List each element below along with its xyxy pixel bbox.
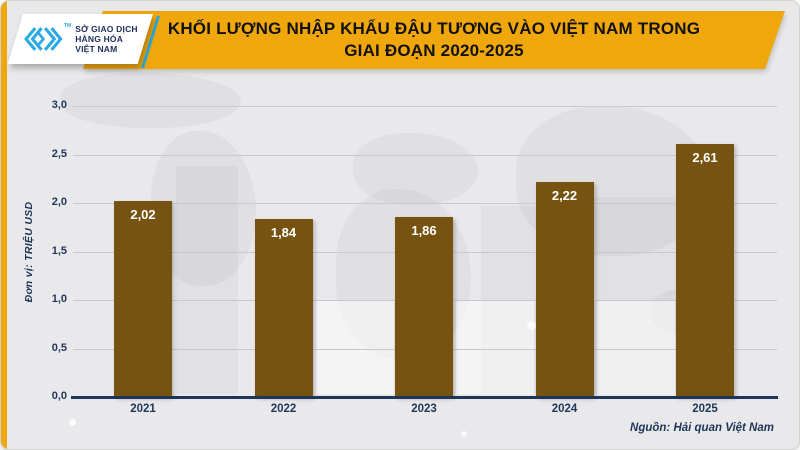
ghost-column-watermark: [597, 301, 675, 394]
bar-2025: 2,61: [676, 143, 734, 397]
bar-2022: 1,84: [254, 218, 313, 397]
y-tick-label: 2,0: [51, 196, 67, 208]
left-accent-strip: [1, 1, 7, 449]
bar-2024: 2,22: [535, 181, 594, 397]
x-tick-label-2025: 2025: [692, 403, 718, 415]
source-credit: Nguồn: Hải quan Việt Nam: [630, 422, 774, 434]
ghost-column-watermark: [316, 301, 394, 394]
bar-2023: 1,86: [395, 216, 453, 397]
gridline: [73, 154, 777, 156]
x-tick-label-2023: 2023: [411, 403, 437, 415]
x-tick-label-2024: 2024: [551, 403, 578, 415]
y-tick-label: 3,0: [51, 99, 67, 111]
gridline: [73, 203, 777, 204]
bar-value-label: 1,84: [270, 224, 297, 240]
mxv-logo-text: SỞ GIAO DỊCH HÀNG HÓA VIỆT NAM: [75, 23, 138, 54]
ghost-column-watermark: [456, 301, 534, 394]
bar-value-label: 2,22: [551, 187, 578, 203]
y-tick-label: 2,5: [51, 147, 67, 160]
x-axis-line: [71, 396, 778, 399]
ghost-bar-watermark: [589, 197, 681, 394]
y-tick-label: 1,0: [51, 293, 67, 305]
world-map-watermark: [353, 133, 478, 205]
trademark-symbol: TM: [63, 23, 72, 29]
chart-title-line2: GIAI ĐOẠN 2020-2025: [344, 41, 524, 60]
title-banner: KHỐI LƯỢNG NHẬP KHẨU ĐẬU TƯƠNG VÀO VIỆT …: [83, 11, 786, 69]
network-dot-watermark: [69, 419, 76, 426]
mxv-logo: TM SỞ GIAO DỊCH HÀNG HÓA VIỆT NAM: [7, 14, 153, 64]
bar-value-label: 2,02: [130, 207, 156, 223]
bar-value-label: 2,61: [692, 149, 718, 165]
ghost-bar-watermark: [176, 166, 238, 394]
gridline: [73, 106, 777, 107]
y-tick-label: 0,0: [51, 390, 67, 402]
chart-title-line1: KHỐI LƯỢNG NHẬP KHẨU ĐẬU TƯƠNG VÀO VIỆT …: [167, 19, 701, 38]
y-tick-label: 0,5: [51, 341, 67, 354]
world-map-watermark: [61, 73, 241, 128]
bar-value-label: 1,86: [411, 222, 437, 238]
network-dot-watermark: [461, 431, 467, 437]
x-tick-label-2021: 2021: [130, 403, 156, 415]
mxv-logo-icon: [23, 25, 63, 53]
chart-title: KHỐI LƯỢNG NHẬP KHẨU ĐẬU TƯƠNG VÀO VIỆT …: [93, 11, 775, 69]
y-tick-label: 1,5: [51, 244, 67, 257]
x-tick-label-2022: 2022: [270, 403, 297, 415]
bar-2021: 2,02: [114, 201, 172, 397]
